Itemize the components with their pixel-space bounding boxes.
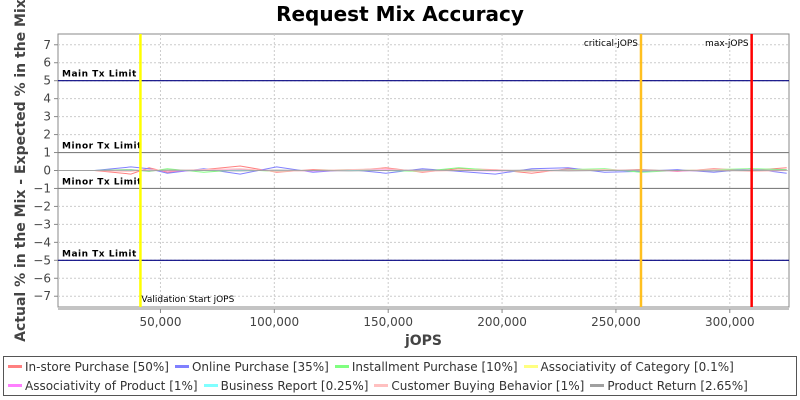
chart-title: Request Mix Accuracy [276,2,524,26]
legend-swatch [174,365,189,368]
x-tick-label: 300,000 [705,315,755,329]
vertical-marker-label: max-jOPS [705,39,749,49]
y-tick-label: −3 [33,217,51,231]
legend: In-store Purchase [50%] Online Purchase [… [3,356,797,396]
y-tick-label: 7 [43,38,51,52]
legend-swatch [523,365,538,368]
legend-label: Product Return [2.65%] [607,378,748,393]
x-tick-label: 100,000 [250,315,300,329]
legend-label: Installment Purchase [10%] [351,359,518,374]
y-tick-label: −4 [33,235,51,249]
horizontal-marker-label: Minor Tx Limit [62,177,142,187]
y-tick-label: 3 [43,110,51,124]
legend-item: Associativity of Category [0.1%] [523,359,734,374]
y-tick-label: 5 [43,74,51,88]
legend-row: Associativity of Product [1%] Business Re… [4,376,796,395]
horizontal-marker-label: Main Tx Limit [62,70,137,80]
vertical-marker-label: Validation Start jOPS [141,295,234,305]
legend-label: Business Report [0.25%] [220,378,369,393]
legend-swatch [334,365,349,368]
x-tick-label: 150,000 [363,315,413,329]
legend-item: Business Report [0.25%] [203,378,369,393]
x-tick-label: 50,000 [139,315,181,329]
legend-swatch [590,384,605,387]
legend-row: In-store Purchase [50%] Online Purchase [… [4,357,796,376]
x-axis-label: jOPS [404,333,442,349]
y-tick-label: 4 [43,92,51,106]
legend-item: Product Return [2.65%] [590,379,748,393]
legend-item: Customer Buying Behavior [1%] [374,379,584,393]
legend-item: Online Purchase [35%] [174,359,329,374]
y-axis-label: Actual % in the Mix - Expected % in the … [13,0,29,342]
y-tick-label: −5 [33,253,51,267]
y-tick-label: −1 [33,181,51,195]
legend-label: Associativity of Category [0.1%] [540,359,734,374]
x-tick-label: 200,000 [477,315,527,329]
legend-label: Customer Buying Behavior [1%] [391,378,585,393]
legend-label: Associativity of Product [1%] [25,378,198,393]
y-tick-label: 1 [43,146,51,160]
legend-item: Associativity of Product [1%] [8,379,198,393]
y-tick-label: 0 [43,164,51,178]
horizontal-marker-label: Minor Tx Limit [62,142,142,152]
legend-item: Installment Purchase [10%] [334,359,518,374]
x-tick-label: 250,000 [591,315,641,329]
series-line [58,169,787,172]
legend-swatch [203,384,218,387]
legend-swatch [8,365,22,368]
y-tick-label: −7 [33,289,51,303]
legend-label: In-store Purchase [50%] [25,359,169,374]
legend-item: In-store Purchase [50%] [8,360,169,374]
y-tick-label: −2 [33,199,51,213]
plot-svg: 50,000 100,000 150,000 200,000 250,000 300,00… [13,0,790,349]
legend-label: Online Purchase [35%] [191,359,329,374]
legend-swatch [8,384,22,387]
y-tick-label: 6 [43,56,51,70]
y-tick-label: −6 [33,271,51,285]
vertical-marker-label: critical-jOPS [584,39,638,49]
y-tick-label: 2 [43,128,51,142]
legend-swatch [374,384,389,387]
horizontal-marker-label: Main Tx Limit [62,249,137,259]
